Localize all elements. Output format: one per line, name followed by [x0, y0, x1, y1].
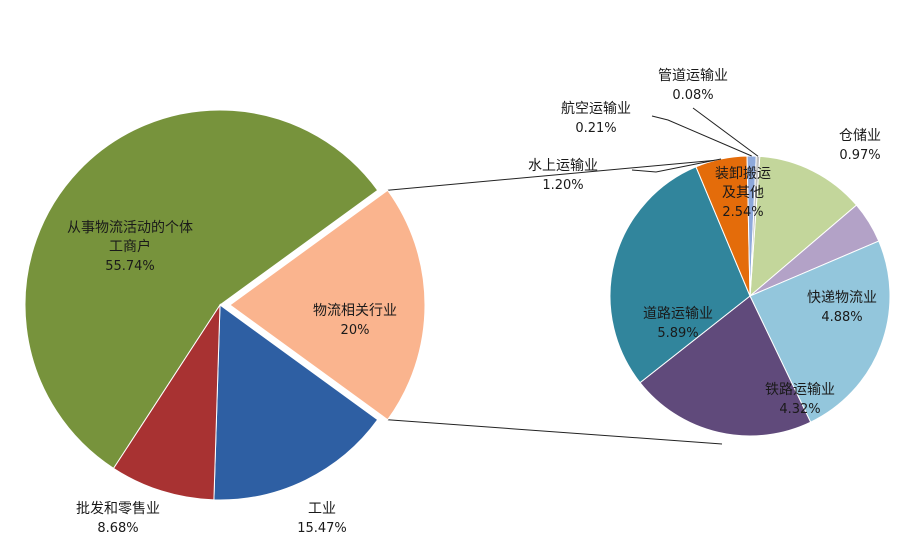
slice-value-label: 55.74%	[105, 259, 155, 274]
breakdown-pie	[609, 155, 891, 437]
main-label-批发和零售业: 批发和零售业 8.68%	[76, 501, 160, 536]
breakdown-slice-装卸搬运-及其他	[749, 155, 858, 298]
slice-value-label: 5.89%	[657, 326, 698, 341]
slice-value-label: 1.20%	[542, 178, 583, 193]
slice-label-text: 工业	[308, 501, 336, 517]
slice-value-label: 0.08%	[672, 88, 713, 103]
breakdown-label-管道运输业: 管道运输业 0.08%	[658, 68, 728, 103]
main-pie	[24, 109, 426, 501]
slice-label-text: 铁路运输业	[765, 382, 835, 398]
leader-line-pipeline	[692, 107, 759, 157]
slice-label-text: 道路运输业	[643, 306, 713, 322]
leader-line-air	[651, 115, 752, 157]
slice-label-text: 航空运输业	[561, 101, 631, 117]
breakdown-label-铁路运输业: 铁路运输业 4.32%	[765, 382, 835, 417]
slice-label-text: 快递物流业	[807, 290, 877, 306]
slice-value-label: 20%	[341, 323, 370, 338]
slice-label-text: 装卸搬运	[715, 166, 771, 182]
slice-value-label: 4.32%	[779, 402, 820, 417]
slice-label-text: 仓储业	[839, 128, 881, 144]
slice-value-label: 0.21%	[575, 121, 616, 136]
breakdown-label-快递物流业: 快递物流业 4.88%	[807, 290, 877, 325]
main-label-物流相关行业: 物流相关行业 20%	[313, 303, 397, 338]
main-slice-物流相关行业	[229, 189, 426, 421]
slice-value-label: 0.97%	[839, 148, 880, 163]
breakdown-label-仓储业: 仓储业 0.97%	[839, 128, 881, 163]
main-slice-从事物流活动的个体-工商户	[24, 109, 379, 470]
breakdown-label-道路运输业: 道路运输业 5.89%	[643, 306, 713, 341]
breakdown-slice-管道运输业	[749, 155, 761, 297]
connector-lines	[387, 157, 741, 445]
main-slice-工业	[213, 304, 379, 501]
breakdown-slice-道路运输业	[609, 166, 751, 384]
connector-line-bottom	[387, 419, 723, 445]
connector-line-top	[387, 157, 741, 191]
leader-line-water	[631, 158, 722, 173]
breakdown-slice-快递物流业	[749, 240, 891, 423]
main-label-工业: 工业 15.47%	[297, 501, 347, 536]
slice-label-text: 物流相关行业	[313, 303, 397, 319]
breakdown-slice-铁路运输业	[639, 295, 812, 437]
slice-label-text: 水上运输业	[528, 158, 598, 174]
slice-label-text: 工商户	[109, 238, 151, 255]
slice-label-text: 管道运输业	[658, 68, 728, 84]
slice-value-label: 8.68%	[97, 521, 138, 536]
slice-label-text: 及其他	[722, 185, 764, 201]
slice-value-label: 15.47%	[297, 521, 347, 536]
slice-label-text: 从事物流活动的个体	[67, 220, 193, 236]
slice-label-text: 批发和零售业	[76, 501, 160, 517]
slice-value-label: 2.54%	[722, 205, 763, 220]
main-slice-批发和零售业	[112, 303, 221, 501]
breakdown-label-水上运输业: 水上运输业 1.20%	[528, 158, 598, 193]
slice-value-label: 4.88%	[821, 310, 862, 325]
breakdown-label-航空运输业: 航空运输业 0.21%	[561, 101, 631, 136]
